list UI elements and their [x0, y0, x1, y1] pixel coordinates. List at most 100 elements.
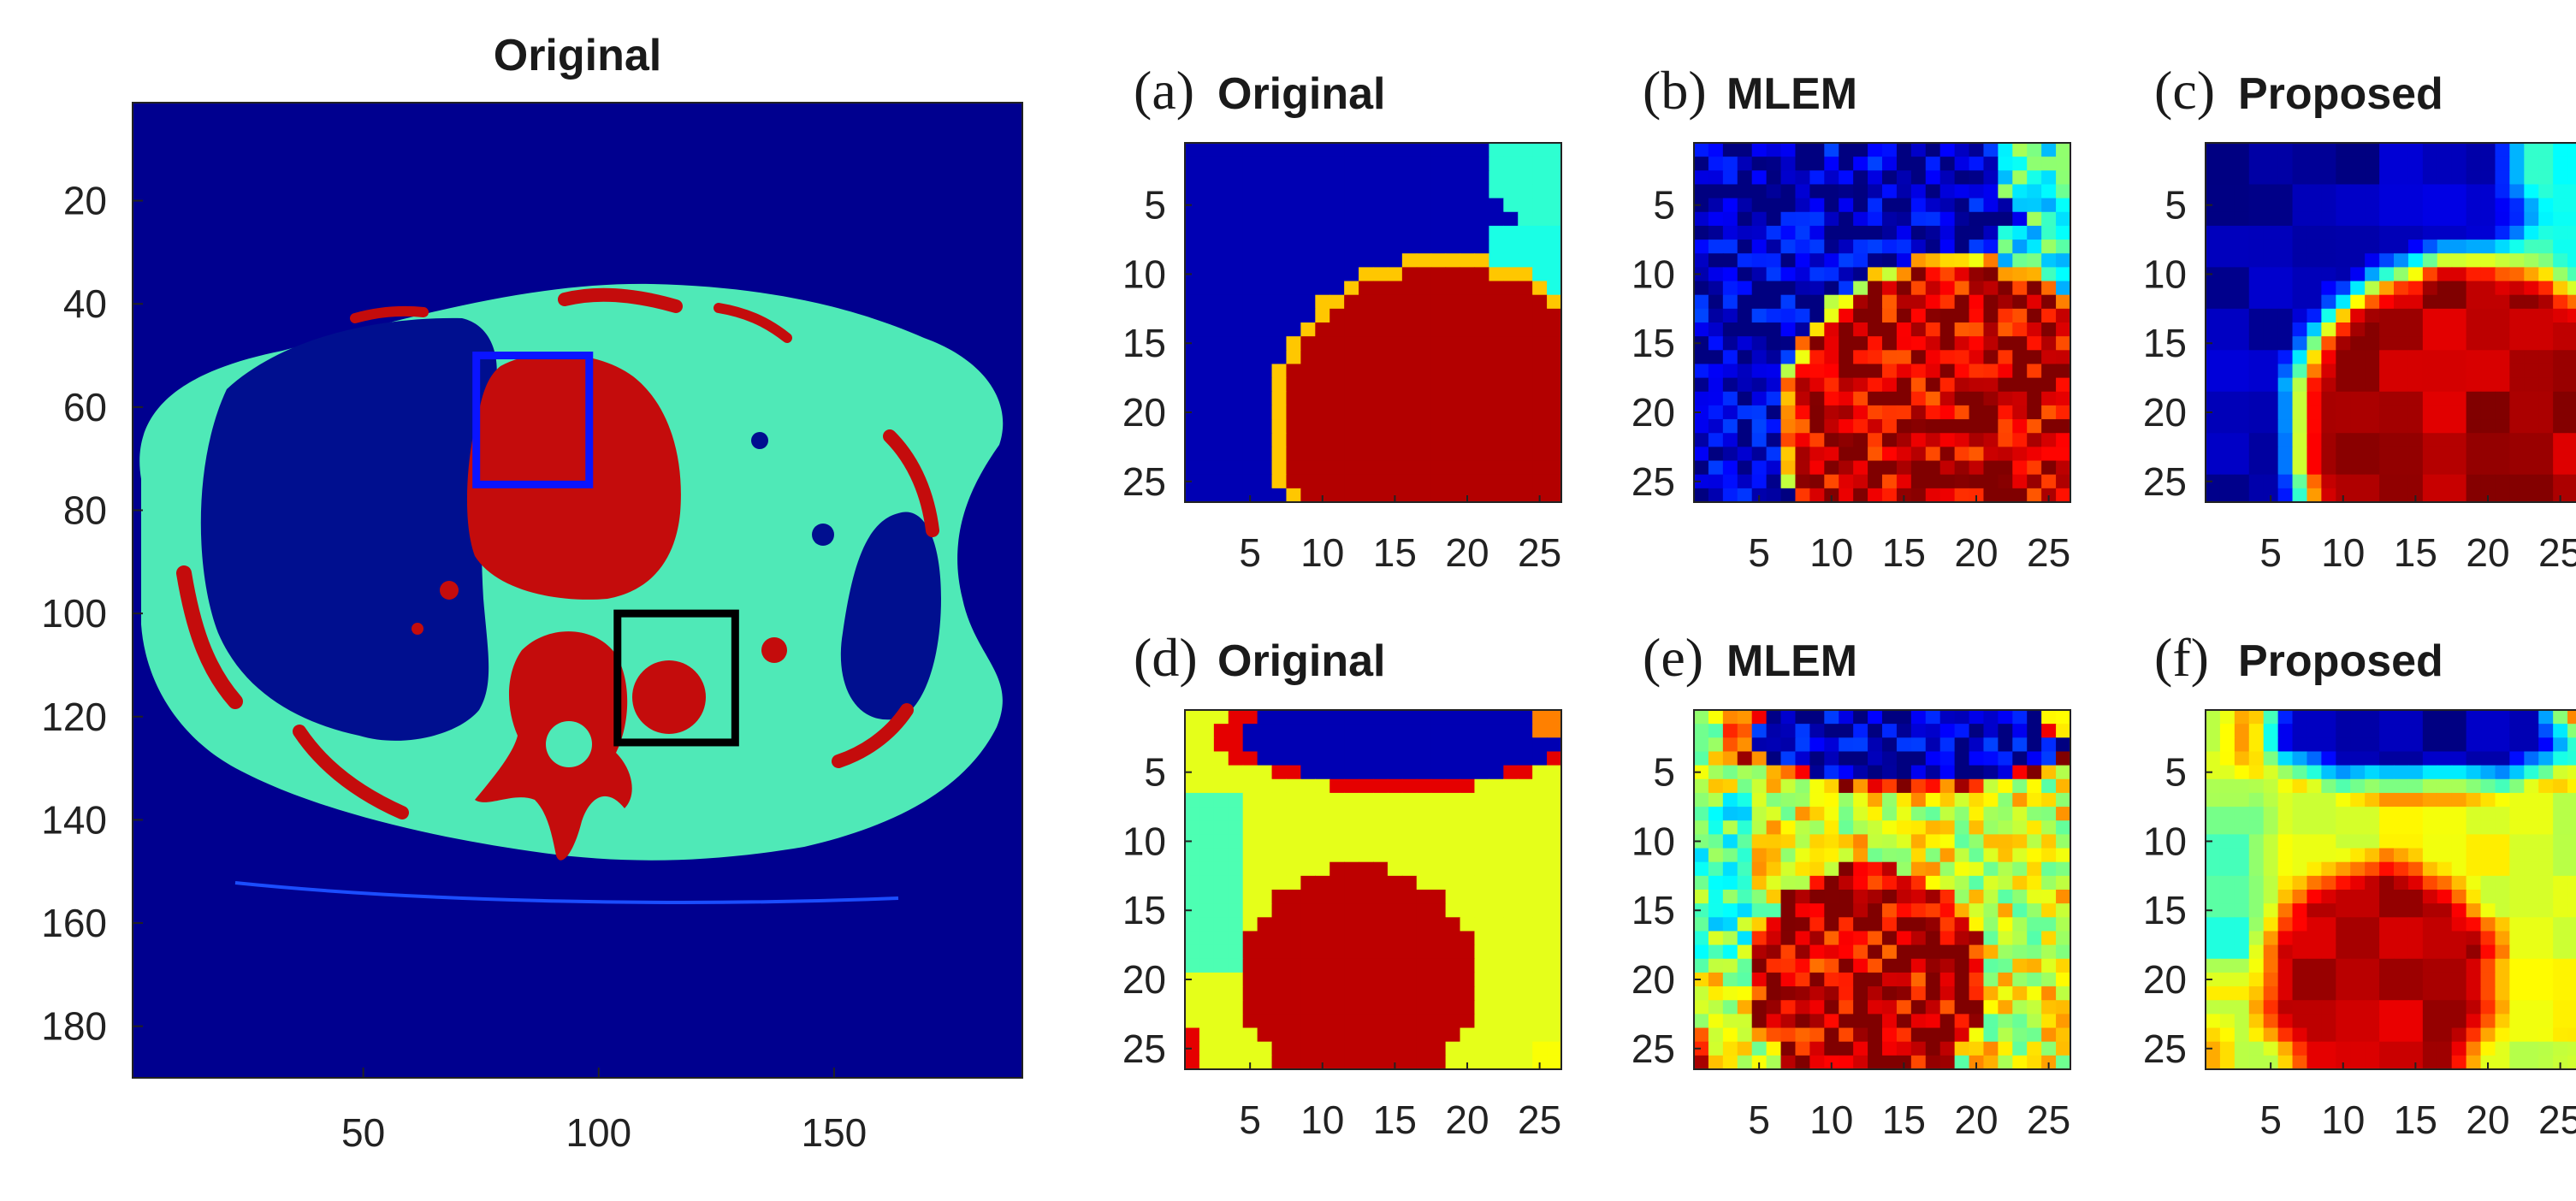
heatmap-cell: [2524, 848, 2539, 863]
heatmap-cell: [2451, 861, 2467, 877]
heatmap-cell: [2307, 211, 2322, 227]
panel-y-tick-label: 10: [1122, 819, 1166, 863]
heatmap-cell: [2422, 350, 2438, 365]
heatmap-cell: [1489, 931, 1504, 946]
heatmap-cell: [2480, 350, 2496, 365]
heatmap-cell: [1780, 225, 1797, 240]
heatmap-cell: [2321, 474, 2336, 489]
heatmap-cell: [1315, 336, 1330, 351]
heatmap-cell: [2394, 433, 2409, 447]
heatmap-cell: [1286, 143, 1301, 157]
heatmap-cell: [2277, 848, 2294, 863]
heatmap-cell: [2407, 931, 2424, 946]
heatmap-cell: [1896, 433, 1912, 447]
heatmap-cell: [2538, 792, 2554, 808]
heatmap-cell: [1518, 1014, 1533, 1029]
heatmap-cell: [2451, 281, 2467, 296]
heatmap-cell: [2422, 211, 2438, 227]
heatmap-cell: [2538, 405, 2554, 420]
heatmap-cell: [2336, 820, 2351, 835]
heatmap-cell: [1329, 710, 1345, 725]
heatmap-cell: [2321, 377, 2336, 393]
heatmap-cell: [1954, 322, 1970, 337]
heatmap-cell: [2422, 944, 2438, 960]
heatmap-cell: [1359, 890, 1374, 904]
heatmap-cell: [2466, 225, 2482, 240]
heatmap-cell: [2480, 308, 2496, 323]
heatmap-cell: [1344, 1000, 1359, 1015]
heatmap-cell: [2379, 765, 2395, 780]
heatmap-cell: [1401, 972, 1418, 987]
heatmap-cell: [1839, 419, 1854, 434]
heatmap-cell: [1925, 986, 1941, 1001]
heatmap-cell: [2248, 724, 2265, 738]
heatmap-cell: [1430, 336, 1447, 351]
heatmap-cell: [2466, 405, 2482, 420]
heatmap-cell: [1213, 391, 1229, 406]
heatmap-cell: [2437, 281, 2453, 296]
heatmap-cell: [1242, 170, 1258, 186]
heatmap-cell: [1853, 807, 1868, 821]
heatmap-cell: [1882, 820, 1898, 835]
heatmap-cell: [1359, 170, 1374, 186]
heatmap-cell: [2480, 710, 2496, 725]
heatmap-cell: [2495, 1041, 2510, 1056]
heatmap-cell: [1416, 267, 1432, 282]
heatmap-cell: [1795, 336, 1810, 351]
heatmap-cell: [1853, 765, 1868, 780]
heatmap-cell: [1257, 267, 1273, 282]
heatmap-cell: [2292, 807, 2308, 821]
heatmap-cell: [1401, 724, 1418, 738]
heatmap-cell: [2206, 336, 2221, 351]
heatmap-cell: [1242, 267, 1258, 282]
heatmap-cell: [1286, 1027, 1301, 1043]
heatmap-cell: [1853, 1041, 1868, 1056]
heatmap-cell: [1329, 460, 1345, 476]
heatmap-cell: [2307, 267, 2322, 282]
heatmap-cell: [1882, 184, 1898, 199]
heatmap-cell: [1242, 211, 1258, 227]
heatmap-cell: [2509, 834, 2525, 849]
heatmap-cell: [1780, 848, 1797, 863]
heatmap-cell: [1547, 807, 1562, 821]
heatmap-cell: [2292, 364, 2308, 379]
heatmap-cell: [1983, 848, 1999, 863]
heatmap-cell: [1969, 281, 1985, 296]
heatmap-cell: [1474, 474, 1489, 489]
heatmap-cell: [2524, 958, 2539, 973]
heatmap-cell: [1547, 986, 1562, 1001]
heatmap-cell: [2219, 986, 2235, 1001]
heatmap-cell: [1809, 765, 1825, 780]
heatmap-cell: [2422, 737, 2438, 753]
heatmap-cell: [1401, 958, 1418, 973]
heatmap-cell: [2407, 751, 2424, 766]
heatmap-cell: [1242, 710, 1258, 725]
heatmap-cell: [2041, 958, 2057, 973]
heatmap-cell: [1242, 737, 1258, 753]
heatmap-cell: [2394, 447, 2409, 462]
heatmap-cell: [2567, 834, 2576, 849]
heatmap-cell: [2248, 848, 2265, 863]
heatmap-cell: [2365, 281, 2380, 296]
heatmap-cell: [1998, 433, 2013, 447]
heatmap-cell: [2336, 778, 2351, 794]
heatmap-cell: [2292, 1027, 2308, 1043]
heatmap-cell: [1329, 211, 1345, 227]
heatmap-cell: [2277, 1027, 2294, 1043]
heatmap-cell: [2437, 765, 2453, 780]
heatmap-cell: [1868, 778, 1883, 794]
heatmap-cell: [1445, 931, 1461, 946]
heatmap-cell: [1344, 336, 1359, 351]
heatmap-cell: [2292, 405, 2308, 420]
panel-x-tick-label: 20: [1445, 1097, 1489, 1142]
heatmap-cell: [1751, 861, 1768, 877]
heatmap-cell: [2422, 143, 2438, 157]
heatmap-cell: [1722, 460, 1738, 476]
heatmap-cell: [1430, 364, 1447, 379]
heatmap-cell: [1387, 433, 1403, 447]
heatmap-cell: [1868, 488, 1883, 503]
heatmap-cell: [1489, 447, 1504, 462]
panel-x-tick-label: 25: [2538, 1097, 2576, 1142]
heatmap-cell: [1853, 336, 1868, 351]
heatmap-cell: [1228, 1055, 1244, 1070]
